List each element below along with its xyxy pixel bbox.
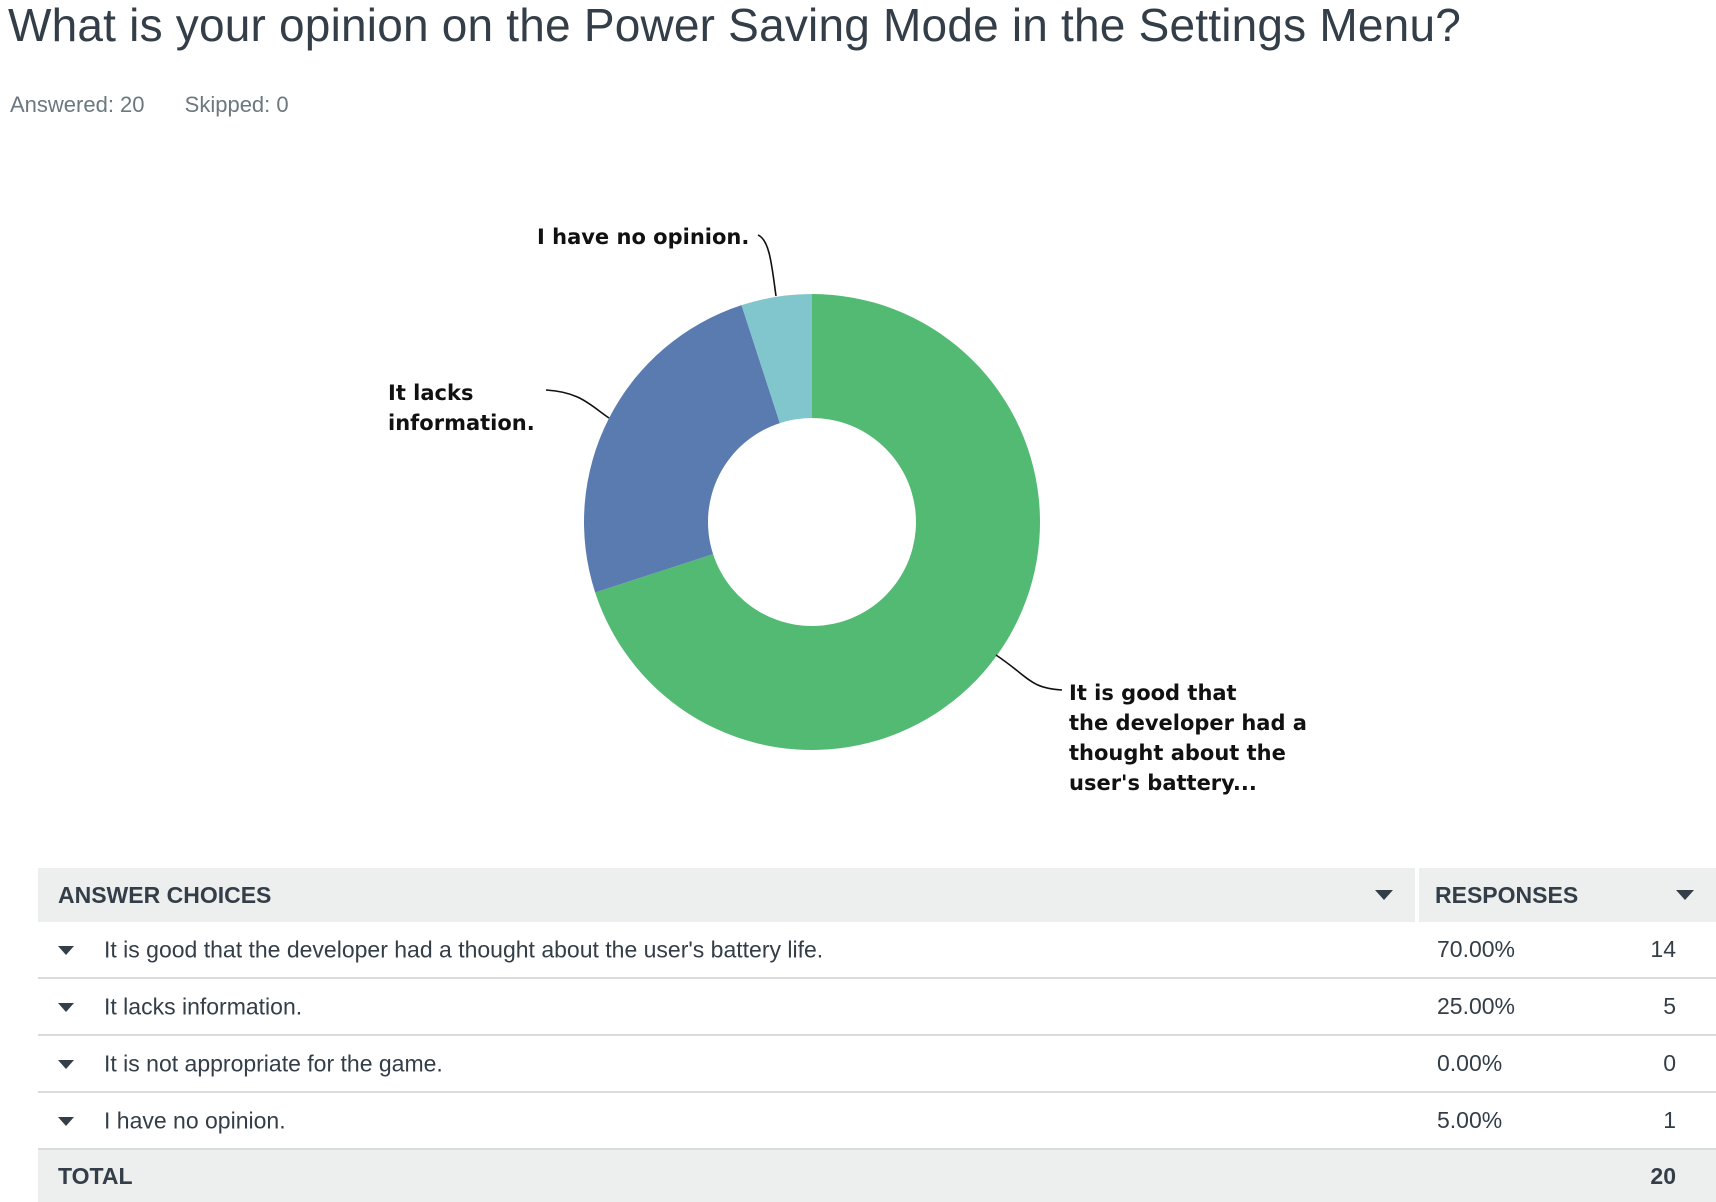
slice-leader-line xyxy=(995,654,1063,691)
expand-caret-icon[interactable] xyxy=(58,945,74,955)
answer-choice-text: It lacks information. xyxy=(104,993,303,1020)
expand-caret-icon[interactable] xyxy=(58,1002,74,1012)
slice-label: It is good that the developer had a though… xyxy=(1069,681,1307,795)
expand-caret-icon[interactable] xyxy=(58,1059,74,1069)
response-count: 14 xyxy=(1566,922,1716,979)
slice-label-line: It is good that xyxy=(1069,681,1237,705)
table-row: It is not appropriate for the game. 0.00… xyxy=(38,1035,1716,1093)
slice-label-line: user's battery... xyxy=(1069,771,1257,795)
answer-choice-cell: I have no opinion. xyxy=(38,1092,1417,1150)
answer-choices-header-label: ANSWER CHOICES xyxy=(58,881,272,908)
slice-label-line: information. xyxy=(388,411,535,435)
response-percent: 5.00% xyxy=(1417,1092,1567,1150)
sort-caret-icon[interactable] xyxy=(1676,890,1694,900)
total-label: TOTAL xyxy=(38,1149,1417,1202)
answer-choice-cell: It lacks information. xyxy=(38,978,1417,1036)
expand-caret-icon[interactable] xyxy=(58,1116,74,1126)
slice-label-line: I have no opinion. xyxy=(537,225,749,249)
response-stats: Answered: 20 Skipped: 0 xyxy=(10,92,289,118)
answer-choices-header[interactable]: ANSWER CHOICES xyxy=(38,868,1417,922)
total-row: TOTAL 20 xyxy=(38,1149,1716,1202)
response-count: 5 xyxy=(1566,978,1716,1036)
table-row: I have no opinion. 5.00% 1 xyxy=(38,1092,1716,1150)
donut-slice[interactable] xyxy=(741,294,812,424)
table-row: It lacks information. 25.00% 5 xyxy=(38,978,1716,1036)
table-header-row: ANSWER CHOICES RESPONSES xyxy=(38,868,1716,922)
answer-choice-text: It is good that the developer had a thou… xyxy=(104,936,824,963)
answer-choice-text: I have no opinion. xyxy=(104,1107,286,1134)
donut-slice[interactable] xyxy=(584,305,780,593)
sort-caret-icon[interactable] xyxy=(1375,890,1393,900)
donut-slice[interactable] xyxy=(595,294,1040,750)
responses-header[interactable]: RESPONSES xyxy=(1415,868,1716,922)
slice-leader-line xyxy=(545,389,610,419)
slice-label-line: thought about the xyxy=(1069,741,1286,765)
slice-label: I have no opinion. xyxy=(537,225,749,249)
results-table: ANSWER CHOICES RESPONSES It is good that… xyxy=(38,868,1716,1202)
answer-choice-cell: It is not appropriate for the game. xyxy=(38,1035,1417,1093)
answer-choice-text: It is not appropriate for the game. xyxy=(104,1050,443,1077)
slice-leader-line xyxy=(757,234,777,297)
response-percent: 25.00% xyxy=(1417,978,1567,1036)
total-spacer xyxy=(1417,1149,1567,1202)
response-count: 1 xyxy=(1566,1092,1716,1150)
response-count: 0 xyxy=(1566,1035,1716,1093)
page-title: What is your opinion on the Power Saving… xyxy=(8,0,1462,51)
slice-label-line: It lacks xyxy=(388,381,473,405)
response-percent: 0.00% xyxy=(1417,1035,1567,1093)
slice-label: It lacks information. xyxy=(388,381,535,435)
donut-chart: It is good that the developer had a though… xyxy=(388,225,1307,795)
skipped-count: Skipped: 0 xyxy=(184,92,289,117)
table-row: It is good that the developer had a thou… xyxy=(38,922,1716,979)
response-percent: 70.00% xyxy=(1417,922,1567,979)
answered-count: Answered: 20 xyxy=(10,92,145,117)
total-count: 20 xyxy=(1566,1149,1716,1202)
answer-choice-cell: It is good that the developer had a thou… xyxy=(38,922,1417,979)
slice-label-line: the developer had a xyxy=(1069,711,1307,735)
responses-header-label: RESPONSES xyxy=(1435,881,1579,908)
